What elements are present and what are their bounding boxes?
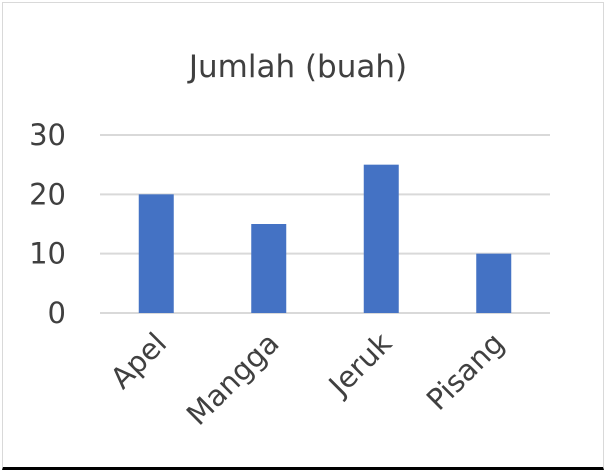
bar-jeruk — [363, 164, 399, 313]
x-category-label: Mangga — [180, 326, 286, 432]
y-tick-label: 20 — [29, 177, 66, 211]
chart-title: Jumlah (buah) — [187, 49, 407, 85]
x-category-label: Pisang — [420, 326, 511, 417]
chart-frame — [2, 2, 604, 470]
y-axis-ticks: 0 10 20 30 — [29, 118, 66, 330]
bar-pisang — [476, 253, 512, 313]
bar-apel — [138, 194, 174, 313]
x-category-label: Apel — [104, 326, 173, 395]
y-tick-label: 10 — [29, 237, 66, 271]
x-axis-categories: Apel Mangga Jeruk Pisang — [104, 326, 511, 432]
y-tick-label: 0 — [48, 296, 66, 330]
x-category-label: Jeruk — [321, 326, 399, 404]
gridlines — [100, 134, 550, 314]
bar-mangga — [251, 224, 287, 313]
bars — [138, 164, 512, 313]
y-tick-label: 30 — [29, 118, 66, 152]
